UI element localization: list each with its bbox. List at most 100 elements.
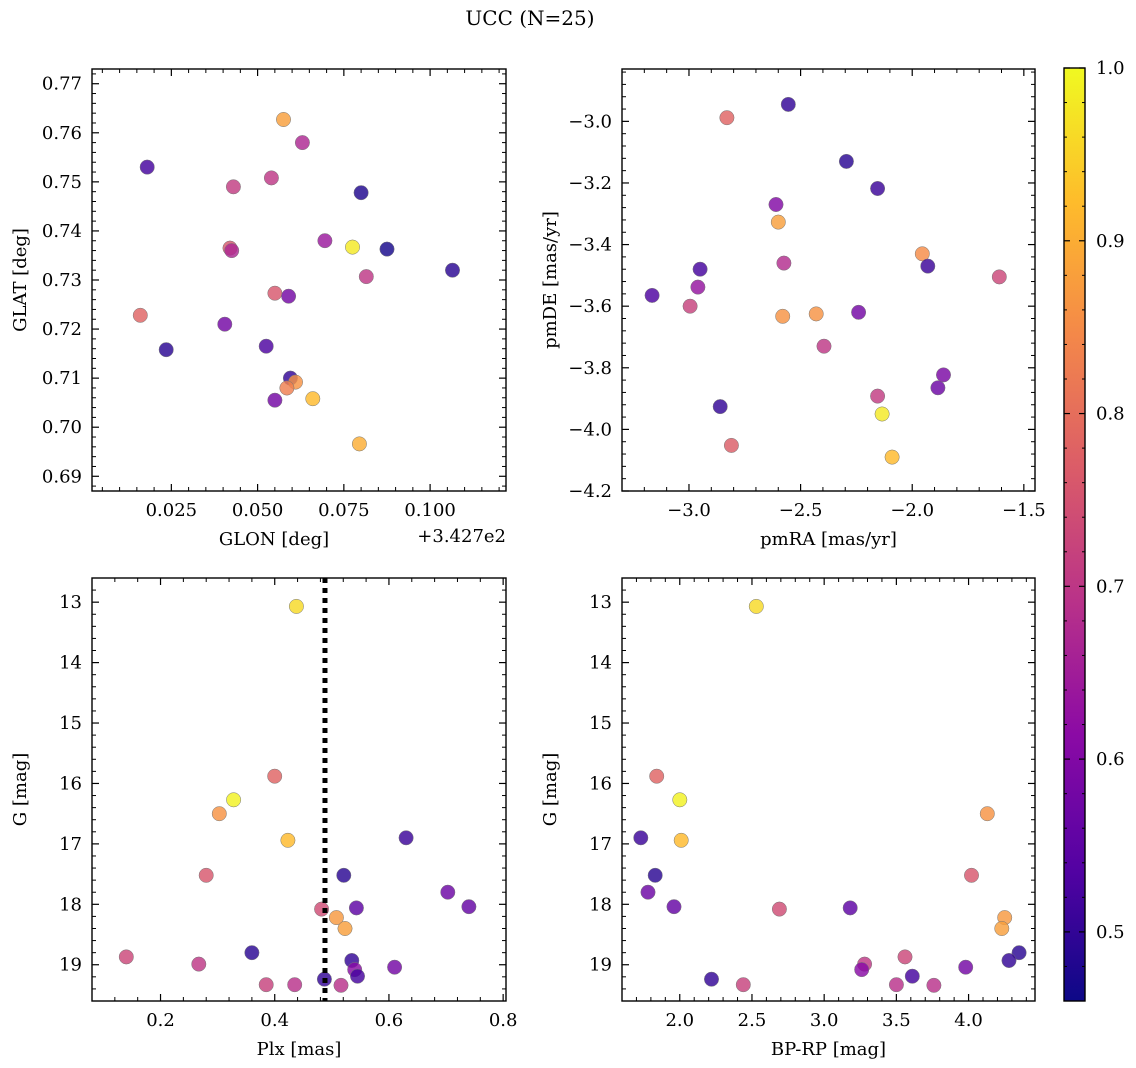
data-point bbox=[640, 884, 656, 900]
x-tick-label: 3.0 bbox=[810, 1010, 839, 1031]
y-tick-label: 0.69 bbox=[42, 466, 82, 487]
data-point bbox=[258, 977, 274, 993]
y-tick-label: 17 bbox=[59, 834, 82, 855]
x-tick-label: 0.025 bbox=[146, 500, 198, 521]
y-axis-label-glat-deg: GLAT [deg] bbox=[10, 228, 31, 332]
y-tick-label: 0.72 bbox=[42, 319, 82, 340]
colorbar-tick-label: 0.9 bbox=[1096, 231, 1125, 252]
data-point bbox=[280, 832, 296, 848]
y-tick-label: −3.6 bbox=[568, 296, 612, 317]
y-tick-label: 0.75 bbox=[42, 172, 82, 193]
data-point bbox=[768, 197, 784, 212]
data-point bbox=[666, 899, 682, 915]
data-point bbox=[704, 971, 719, 987]
y-tick-label: 0.76 bbox=[42, 123, 82, 144]
plot-frame bbox=[91, 577, 507, 1002]
data-point bbox=[398, 830, 414, 846]
data-point bbox=[712, 399, 728, 415]
data-point bbox=[904, 968, 920, 984]
data-point bbox=[690, 279, 706, 295]
data-point bbox=[770, 214, 786, 230]
colorbar-tick-label: 0.8 bbox=[1096, 404, 1125, 425]
data-point bbox=[842, 900, 858, 916]
y-tick-label: 0.77 bbox=[42, 74, 82, 95]
data-point bbox=[263, 170, 279, 186]
data-point bbox=[217, 316, 233, 332]
y-tick-label: 0.70 bbox=[42, 417, 82, 438]
data-point bbox=[808, 306, 824, 322]
data-point bbox=[936, 367, 951, 383]
data-point bbox=[211, 806, 227, 822]
data-point bbox=[672, 792, 688, 808]
x-tick-label: 3.5 bbox=[882, 1010, 911, 1031]
data-point bbox=[771, 901, 787, 917]
data-point bbox=[735, 977, 751, 993]
data-point bbox=[897, 949, 913, 965]
y-tick-label: −3.4 bbox=[568, 235, 612, 256]
data-point bbox=[780, 96, 796, 112]
y-tick-label: −4.2 bbox=[568, 481, 612, 502]
y-tick-label: 0.71 bbox=[42, 368, 82, 389]
x-axis-label-glon-deg: GLON [deg] bbox=[219, 529, 329, 550]
y-tick-label: −3.0 bbox=[568, 111, 612, 132]
data-point bbox=[776, 255, 792, 271]
data-point bbox=[930, 380, 946, 396]
plot-frame bbox=[91, 68, 507, 492]
colorbar-tick-label: 0.6 bbox=[1096, 749, 1125, 770]
data-point bbox=[874, 406, 890, 422]
data-point bbox=[914, 246, 930, 262]
plot-frame bbox=[621, 68, 1036, 492]
y-tick-label: 15 bbox=[589, 713, 612, 734]
data-point bbox=[692, 261, 708, 277]
x-tick-label: −2.0 bbox=[890, 500, 934, 521]
data-point bbox=[682, 298, 698, 314]
data-point bbox=[191, 956, 207, 972]
y-tick-label: 14 bbox=[59, 653, 82, 674]
data-point bbox=[748, 598, 764, 614]
x-tick-label: 2.0 bbox=[665, 1010, 694, 1031]
x-tick-label: 0.100 bbox=[404, 500, 456, 521]
y-tick-label: 0.74 bbox=[42, 221, 82, 242]
data-point bbox=[351, 436, 367, 452]
data-point bbox=[267, 392, 283, 408]
data-point bbox=[991, 269, 1007, 285]
y-tick-label: 13 bbox=[589, 592, 612, 613]
x-tick-label: −1.5 bbox=[1002, 500, 1046, 521]
x-tick-label: 0.075 bbox=[318, 500, 370, 521]
y-tick-label: 18 bbox=[59, 894, 82, 915]
data-point bbox=[267, 285, 283, 301]
data-point bbox=[226, 792, 242, 808]
data-point bbox=[118, 949, 134, 965]
x-axis-label-bp-rp-mag: BP-RP [mag] bbox=[771, 1039, 886, 1060]
data-point bbox=[281, 288, 297, 304]
data-point bbox=[854, 962, 870, 978]
data-point bbox=[387, 959, 403, 975]
data-point bbox=[224, 243, 240, 259]
data-point bbox=[317, 233, 333, 249]
y-tick-label: 19 bbox=[589, 955, 612, 976]
data-point bbox=[673, 832, 689, 848]
y-tick-label: −3.8 bbox=[568, 358, 612, 379]
data-point bbox=[979, 806, 995, 822]
scatter-panel-1: 0.025 0.050 0.075 0.100 0.69 0.70 0.71 0.72 0.73… bbox=[10, 68, 507, 550]
data-point bbox=[445, 262, 460, 278]
data-point bbox=[719, 110, 735, 126]
x-offset-label: +3.427e2 bbox=[417, 526, 506, 547]
x-tick-label: 0.050 bbox=[232, 500, 284, 521]
data-point bbox=[816, 338, 832, 354]
data-point bbox=[870, 388, 886, 404]
y-tick-label: 15 bbox=[59, 713, 82, 734]
x-tick-label: 4.0 bbox=[954, 1010, 983, 1031]
y-tick-label: 17 bbox=[589, 834, 612, 855]
data-point bbox=[350, 968, 365, 984]
y-tick-label: 16 bbox=[59, 773, 82, 794]
data-point bbox=[870, 181, 886, 196]
data-point bbox=[851, 304, 867, 320]
data-point bbox=[926, 977, 942, 993]
scatter-panel-4: 2.0 2.5 3.0 3.5 4.0 13 14 15 16 17 18 19 BP-RP [mag]… bbox=[540, 577, 1036, 1060]
data-point bbox=[358, 269, 374, 285]
data-point bbox=[838, 153, 854, 169]
data-point bbox=[225, 179, 241, 195]
scatter-panel-3: 0.2 0.4 0.6 0.8 13 14 15 16 17 18 19 Plx [mas] G [ma… bbox=[10, 577, 517, 1060]
